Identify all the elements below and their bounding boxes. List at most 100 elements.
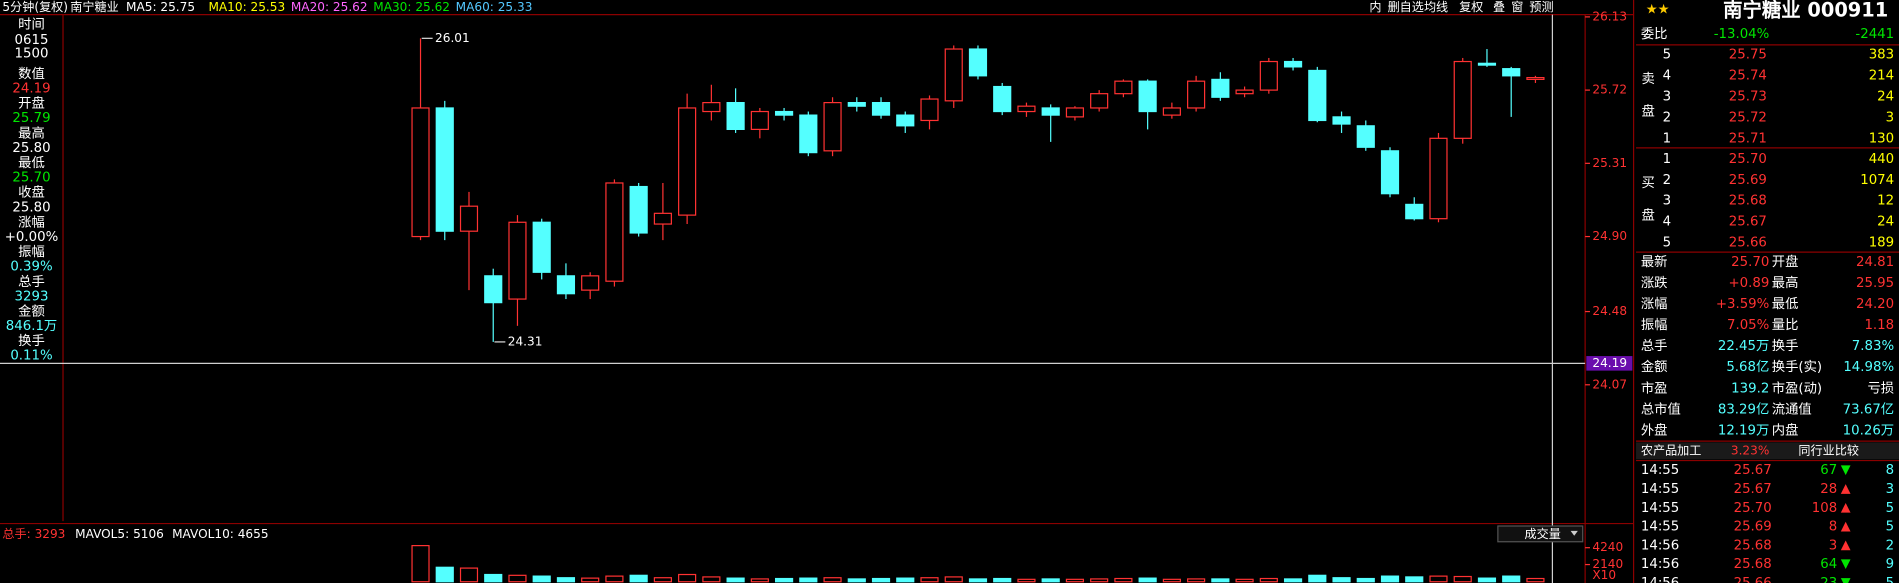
arrow-down <box>1840 559 1851 570</box>
candle-body <box>435 107 454 232</box>
candle-body <box>1090 93 1109 109</box>
volume-bar <box>1283 578 1303 583</box>
candle-body <box>968 48 988 77</box>
trade-price: 25.68 <box>1734 538 1772 553</box>
toolbar-button[interactable]: 删自选 <box>1388 0 1424 14</box>
volume-bar <box>823 577 842 583</box>
volume-header: MAVOL10: 4655 <box>172 527 268 541</box>
volume-bar <box>1090 578 1109 583</box>
ma-indicator: MA10: 25.53 <box>208 0 285 14</box>
candle-body <box>459 205 479 232</box>
toolbar-button[interactable]: 叠 <box>1493 0 1505 14</box>
side-label: 卖 <box>1641 71 1654 87</box>
sector-name: 农产品加工 <box>1641 443 1702 457</box>
side-label: 买 <box>1641 175 1654 191</box>
candle-body <box>1041 107 1060 116</box>
volume-bar <box>944 576 963 583</box>
candle-body <box>1356 125 1375 148</box>
sector-change: 3.23% <box>1731 443 1769 457</box>
toolbar-button[interactable]: 均线 <box>1424 0 1448 14</box>
candle-body <box>1235 89 1254 95</box>
toolbar-button[interactable]: 窗 <box>1511 0 1523 14</box>
candle-body <box>484 275 503 304</box>
stat-value: 25.70 <box>1731 255 1769 270</box>
quote-title: 南宁糖业 000911 <box>1723 0 1888 21</box>
book-price: 25.71 <box>1729 131 1767 146</box>
candle-body <box>944 48 963 102</box>
stat-value: 1.18 <box>1864 318 1894 333</box>
trade-price: 25.67 <box>1734 463 1772 478</box>
volume-bar <box>1138 577 1157 583</box>
left-value: 0.39% <box>10 260 52 275</box>
left-label: 涨幅 <box>18 214 45 230</box>
max-label: 26.01 <box>435 31 470 45</box>
candle-body <box>1526 76 1545 80</box>
stat-label: 内盘 <box>1772 422 1799 439</box>
stat-label: 外盘 <box>1641 422 1668 439</box>
trade-volume: 67 <box>1820 463 1837 478</box>
stat-label: 最新 <box>1641 254 1668 270</box>
candle-body <box>1429 137 1448 220</box>
period: 5分钟(复权) <box>2 0 68 14</box>
arrow-up <box>1840 540 1851 551</box>
left-value: 24.19 <box>12 82 50 97</box>
volume-bar <box>411 544 430 583</box>
stat-label: 市盈(动) <box>1772 379 1822 396</box>
stat-value: 7.05% <box>1727 318 1769 333</box>
stat-value: 10.26万 <box>1843 424 1894 439</box>
candle-body <box>1065 107 1085 118</box>
volume-bar <box>605 575 624 583</box>
stat-label: 涨幅 <box>1641 296 1668 312</box>
book-volume: 24 <box>1877 90 1894 105</box>
left-label: 金额 <box>18 303 45 319</box>
sector-compare[interactable]: 同行业比较 <box>1798 442 1859 457</box>
ratio-diff: -2441 <box>1855 27 1894 42</box>
volume-selector[interactable] <box>1497 525 1584 543</box>
toolbar-button[interactable]: 复权 <box>1459 0 1483 14</box>
stat-value: 139.2 <box>1731 381 1769 396</box>
candle-body <box>1332 116 1351 125</box>
volume-bar <box>1332 577 1351 583</box>
left-value: 846.1万 <box>6 319 57 334</box>
volume-bar <box>508 574 527 583</box>
volume-bar <box>847 578 866 583</box>
toolbar-button[interactable]: 内 <box>1369 0 1381 14</box>
volume-bar <box>1162 578 1181 583</box>
book-price: 25.74 <box>1729 69 1767 84</box>
left-label: 最高 <box>18 124 45 141</box>
volume-bar <box>629 574 648 583</box>
book-price: 25.66 <box>1729 236 1767 251</box>
book-price: 25.67 <box>1729 215 1767 230</box>
candle-body <box>1283 60 1303 68</box>
candle-body <box>993 85 1012 113</box>
toolbar-button[interactable]: 预测 <box>1529 0 1553 14</box>
candle-body <box>605 182 624 282</box>
volume-bar <box>871 577 891 583</box>
y-tick-label: 25.72 <box>1592 83 1627 97</box>
candle-body <box>1502 68 1521 77</box>
volume-header: MAVOL5: 5106 <box>75 527 164 541</box>
left-value: 1500 <box>15 46 49 61</box>
y-tick-label: 26.13 <box>1592 9 1627 23</box>
volume-bar <box>1041 578 1060 583</box>
volume-bar <box>653 577 672 583</box>
volume-selector-label[interactable]: 成交量 <box>1525 526 1561 541</box>
book-volume: 440 <box>1869 152 1894 167</box>
left-value: 25.70 <box>12 171 50 186</box>
stat-value: 7.83% <box>1852 339 1894 354</box>
volume-bar <box>1114 577 1133 583</box>
trade-volume: 23 <box>1820 576 1837 583</box>
candle-body <box>1211 78 1230 98</box>
trade-time: 14:56 <box>1641 576 1679 583</box>
book-price: 25.69 <box>1729 173 1767 188</box>
trade-time: 14:55 <box>1641 520 1679 535</box>
candle-body <box>1308 69 1327 122</box>
candle-body <box>653 212 672 225</box>
volume-bar <box>459 567 479 583</box>
candle-body <box>1187 80 1206 109</box>
y-tick-label: 2140 <box>1592 557 1623 571</box>
volume-bar <box>556 577 576 583</box>
book-level: 2 <box>1663 110 1671 125</box>
stat-label: 流通值 <box>1772 401 1812 417</box>
book-price: 25.70 <box>1729 152 1767 167</box>
